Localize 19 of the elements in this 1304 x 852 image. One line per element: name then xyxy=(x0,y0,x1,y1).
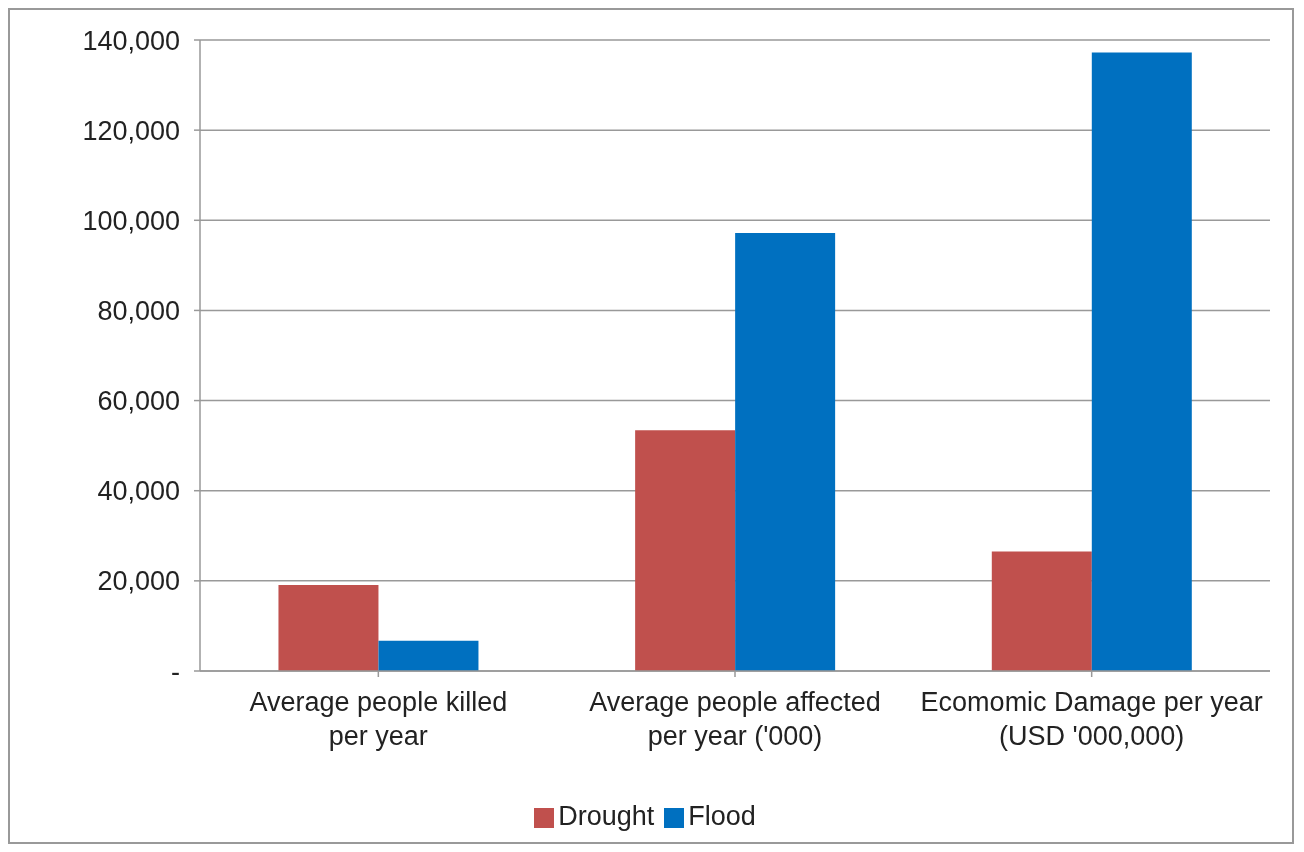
y-tick-label: 140,000 xyxy=(82,25,180,56)
x-tick-label: Average people killed per year xyxy=(249,687,508,751)
bar xyxy=(991,551,1092,671)
bar xyxy=(735,232,836,671)
legend-label: Flood xyxy=(688,801,756,831)
bar xyxy=(635,430,736,671)
bar xyxy=(1091,52,1192,671)
x-tick-label: Ecomomic Damage per year (USD '000,000) xyxy=(920,687,1263,751)
y-tick-label: - xyxy=(171,656,180,687)
y-tick-label: 120,000 xyxy=(82,115,180,146)
y-tick-label: 20,000 xyxy=(97,566,180,597)
y-tick-label: 40,000 xyxy=(97,476,180,507)
bar xyxy=(278,584,379,671)
x-tick-label: Average people affected per year ('000) xyxy=(589,687,881,751)
y-tick-label: 80,000 xyxy=(97,296,180,327)
legend-label: Drought xyxy=(558,801,655,831)
y-tick-label: 100,000 xyxy=(82,205,180,236)
y-tick-label: 60,000 xyxy=(97,386,180,417)
bar xyxy=(378,640,479,671)
